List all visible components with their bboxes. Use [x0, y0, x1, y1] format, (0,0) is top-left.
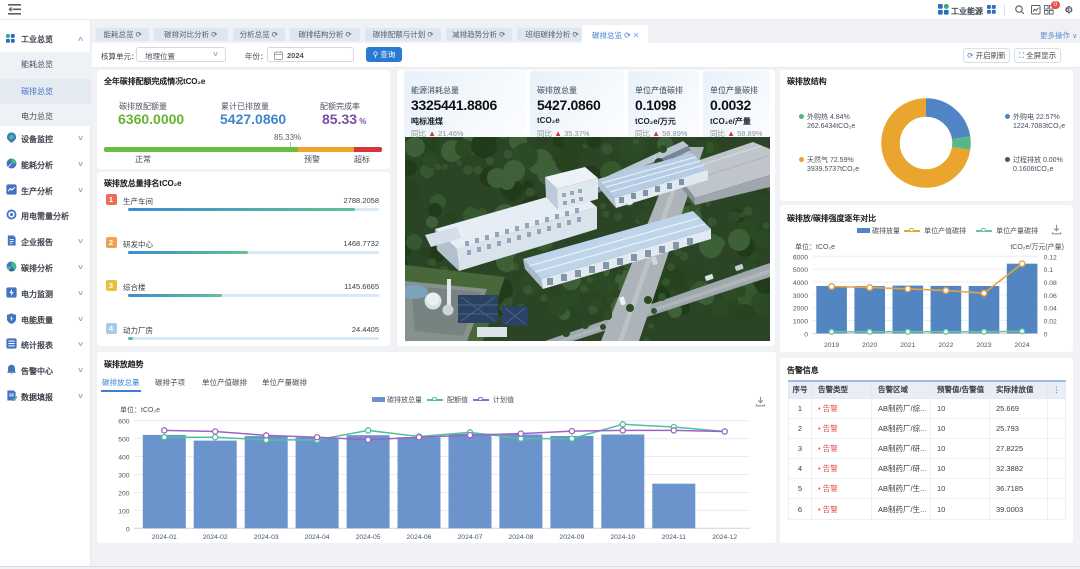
svg-text:2024-02: 2024-02 [203, 534, 228, 541]
svg-text:0.06: 0.06 [1044, 293, 1057, 300]
svg-text:2024-03: 2024-03 [254, 534, 279, 541]
svg-text:2020: 2020 [862, 342, 877, 349]
svg-text:0.04: 0.04 [1044, 306, 1057, 313]
svg-text:400: 400 [118, 455, 130, 462]
svg-text:2021: 2021 [900, 342, 915, 349]
svg-text:2024-04: 2024-04 [305, 534, 330, 541]
svg-text:0: 0 [1044, 331, 1048, 338]
svg-text:2024-11: 2024-11 [662, 534, 687, 541]
svg-text:6000: 6000 [793, 254, 808, 261]
svg-text:2024-07: 2024-07 [458, 534, 483, 541]
svg-text:2024-12: 2024-12 [712, 534, 737, 541]
svg-text:0.1: 0.1 [1044, 267, 1054, 274]
svg-text:500: 500 [118, 437, 130, 444]
svg-text:0: 0 [804, 331, 808, 338]
svg-text:2024-06: 2024-06 [407, 534, 432, 541]
svg-text:0.02: 0.02 [1044, 319, 1057, 326]
svg-text:3000: 3000 [793, 293, 808, 300]
svg-text:2019: 2019 [824, 342, 839, 349]
svg-text:0: 0 [126, 526, 130, 533]
svg-text:2024-05: 2024-05 [356, 534, 381, 541]
svg-text:5000: 5000 [793, 267, 808, 274]
svg-text:0.12: 0.12 [1044, 254, 1057, 261]
svg-text:2022: 2022 [938, 342, 953, 349]
svg-text:2024-08: 2024-08 [508, 534, 533, 541]
svg-text:2024: 2024 [1015, 342, 1030, 349]
svg-text:2024-09: 2024-09 [559, 534, 584, 541]
svg-text:600: 600 [118, 419, 130, 426]
svg-text:1000: 1000 [793, 319, 808, 326]
svg-text:4000: 4000 [793, 280, 808, 287]
svg-text:200: 200 [118, 490, 130, 497]
svg-text:2024-01: 2024-01 [152, 534, 177, 541]
svg-text:2023: 2023 [976, 342, 991, 349]
svg-text:0.08: 0.08 [1044, 280, 1057, 287]
svg-text:2024-10: 2024-10 [610, 534, 635, 541]
svg-text:300: 300 [118, 473, 130, 480]
svg-text:100: 100 [118, 508, 130, 515]
svg-text:2000: 2000 [793, 306, 808, 313]
